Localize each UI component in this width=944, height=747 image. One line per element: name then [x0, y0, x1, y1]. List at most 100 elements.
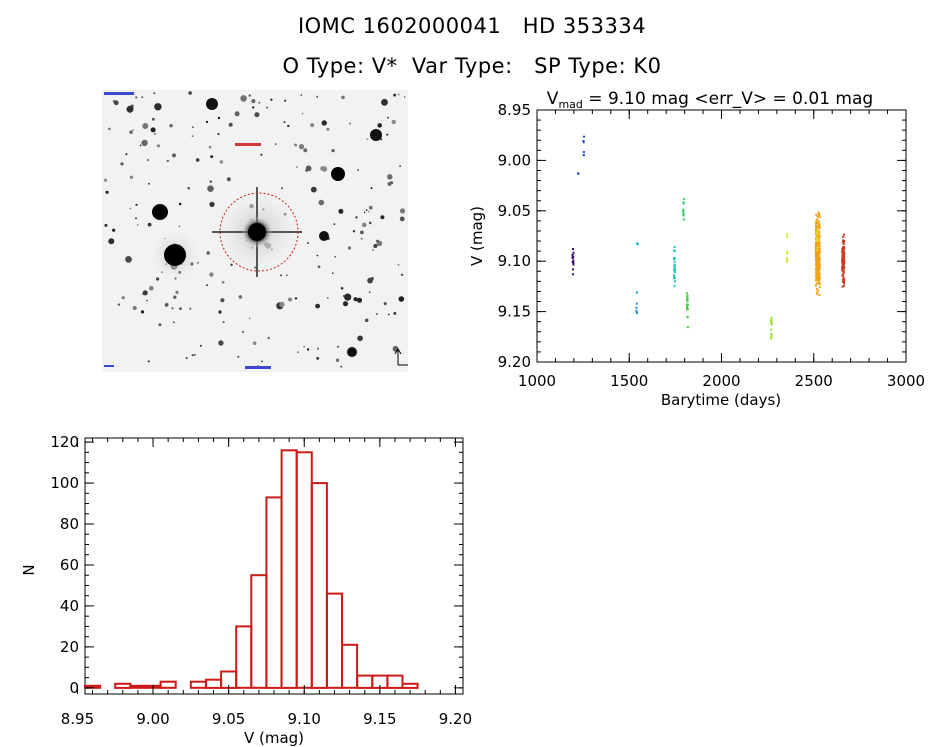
- star-dot: [393, 311, 397, 315]
- star-dot: [191, 135, 194, 137]
- star-dot: [148, 182, 150, 185]
- star-dot: [234, 111, 240, 117]
- star-dot: [401, 273, 404, 276]
- star-dot: [142, 290, 148, 296]
- star-dot: [383, 302, 387, 306]
- data-point: [817, 223, 820, 226]
- data-point: [817, 242, 820, 245]
- x-tick-label: 1000: [518, 372, 556, 390]
- data-point: [816, 260, 819, 263]
- star-dot: [367, 210, 370, 213]
- star-dot: [189, 307, 192, 310]
- star-dot: [209, 180, 213, 183]
- star-dot: [347, 246, 352, 250]
- data-point: [814, 224, 817, 227]
- data-point: [816, 218, 819, 221]
- data-point: [816, 278, 819, 281]
- data-point: [818, 213, 821, 216]
- data-point: [572, 273, 575, 276]
- data-point: [673, 260, 676, 263]
- data-point: [842, 241, 845, 244]
- data-point: [841, 248, 844, 251]
- data-point: [817, 289, 820, 292]
- data-point: [816, 292, 819, 295]
- star-dot: [267, 336, 270, 340]
- star-dot: [120, 162, 124, 166]
- star-dot: [237, 355, 240, 358]
- star-dot: [357, 297, 362, 303]
- star-dot: [238, 295, 243, 299]
- data-point: [842, 258, 845, 261]
- data-point: [817, 211, 820, 214]
- star-dot: [372, 249, 375, 251]
- star-dot: [365, 209, 368, 212]
- data-point: [842, 256, 845, 259]
- star-dot: [380, 215, 385, 220]
- star-dot: [175, 290, 179, 294]
- data-point: [686, 316, 689, 318]
- star-dot: [164, 303, 169, 307]
- data-point: [842, 282, 845, 284]
- star-dot: [342, 295, 345, 297]
- data-point: [842, 251, 845, 254]
- light-curve-frame: [536, 109, 907, 363]
- data-point: [816, 267, 819, 269]
- y-tick-label: 9.10: [498, 252, 531, 270]
- star-dot: [326, 127, 330, 131]
- x-tick-label: 8.95: [61, 710, 94, 728]
- star-dot: [113, 100, 119, 106]
- data-point: [815, 274, 818, 277]
- data-point: [682, 218, 685, 221]
- x-tick-label: 1500: [610, 372, 648, 390]
- star-dot: [321, 120, 327, 126]
- data-point: [673, 285, 676, 288]
- star-dot: [136, 224, 139, 226]
- star-dot: [125, 256, 132, 263]
- data-point: [582, 140, 585, 142]
- data-point: [816, 291, 819, 294]
- star-dot: [206, 251, 210, 255]
- star-dot: [179, 307, 182, 310]
- star-dot: [217, 132, 220, 136]
- data-point: [571, 253, 574, 256]
- star-dot: [279, 301, 285, 308]
- data-point: [815, 263, 818, 266]
- star-dot: [397, 93, 400, 96]
- star-dot: [368, 205, 373, 210]
- histogram-ylabel: N: [20, 564, 38, 575]
- star-dot: [318, 199, 325, 206]
- star-dot: [364, 318, 369, 323]
- star-dot: [129, 130, 133, 134]
- star-dot: [187, 186, 190, 190]
- star-dot: [178, 202, 182, 206]
- data-point: [816, 249, 819, 252]
- star-dot: [149, 285, 154, 291]
- data-point: [842, 246, 845, 249]
- star-dot: [342, 301, 349, 307]
- star-dot: [274, 143, 277, 145]
- histogram-bar: [310, 482, 328, 689]
- data-point: [818, 283, 821, 285]
- data-point: [816, 231, 819, 234]
- star-dot: [317, 347, 319, 350]
- data-point: [635, 310, 638, 313]
- data-point: [841, 285, 844, 288]
- histogram-bar: [205, 678, 223, 689]
- data-point: [786, 236, 789, 238]
- x-tick-label: 2000: [702, 372, 740, 390]
- data-point: [815, 278, 818, 281]
- data-point: [674, 280, 676, 283]
- star-dot: [105, 190, 109, 194]
- data-point: [673, 264, 676, 267]
- data-point: [673, 276, 676, 279]
- star-dot: [218, 310, 222, 314]
- histogram-bar: [235, 625, 253, 689]
- data-point: [770, 332, 773, 335]
- data-point: [786, 252, 789, 255]
- x-tick-label: 9.15: [363, 710, 396, 728]
- star-dot: [298, 144, 305, 150]
- data-point: [686, 300, 689, 303]
- data-point: [682, 210, 685, 213]
- star-dot: [303, 345, 306, 348]
- star-dot: [376, 313, 378, 315]
